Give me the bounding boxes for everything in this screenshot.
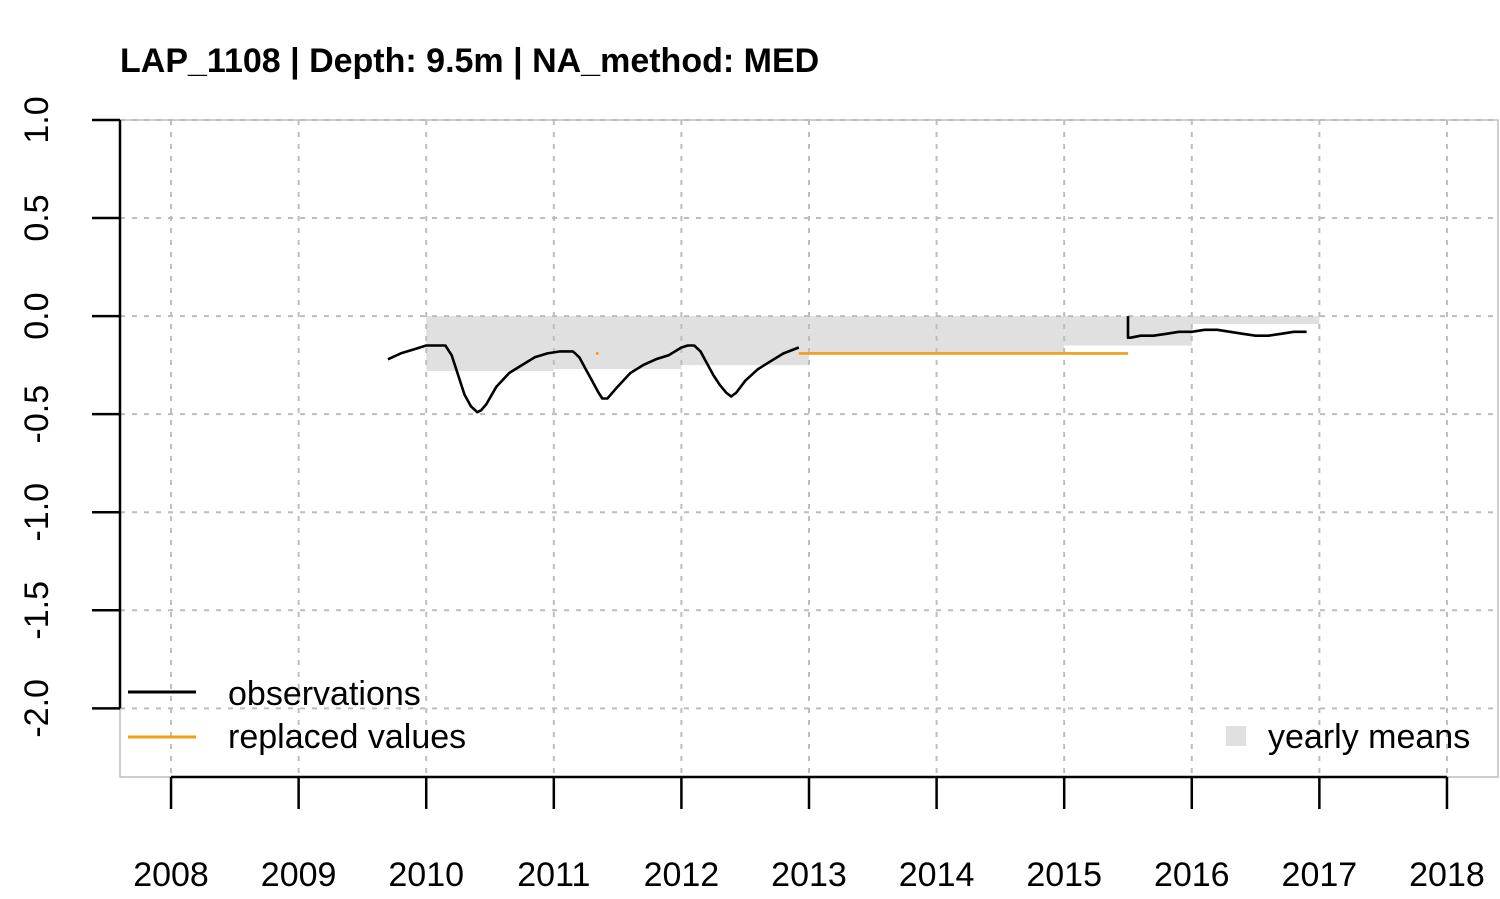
x-tick-label-5: 2013 [771, 856, 847, 894]
chart-title: LAP_1108 | Depth: 9.5m | NA_method: MED [120, 42, 819, 80]
yearly-mean-bar-3 [809, 316, 937, 354]
x-tick-label-1: 2009 [261, 856, 337, 894]
x-tick-label-6: 2014 [899, 856, 975, 894]
grid-layer [120, 119, 1498, 777]
x-tick-label-8: 2016 [1154, 856, 1230, 894]
x-tick-label-2: 2010 [388, 856, 464, 894]
yearly-mean-bar-1 [553, 316, 682, 370]
y-tick-label-1: 0.5 [18, 194, 56, 241]
yearly-mean-bar-4 [936, 316, 1065, 354]
x-tick-label-3: 2011 [517, 856, 590, 894]
x-tick-label-10: 2018 [1409, 856, 1485, 894]
yearly-mean-bar-0 [426, 316, 554, 372]
y-tick-label-2: 0.0 [18, 292, 56, 339]
y-tick-label-5: -1.5 [18, 581, 56, 640]
x-axis: 2008 2009 2010 2011 2012 2013 2014 2015 2016 2017… [133, 775, 1485, 894]
y-tick-label-4: -1.0 [18, 483, 56, 542]
x-tick-label-9: 2017 [1282, 856, 1358, 894]
legend-swatch-yearly-means [1226, 726, 1246, 746]
legend-label-yearly-means: yearly means [1268, 718, 1470, 756]
legend: observations replaced values yearly mean… [128, 675, 1470, 756]
series-observations-segment-0 [387, 344, 800, 414]
y-tick-label-6: -2.0 [18, 679, 56, 738]
x-tick-label-0: 2008 [133, 856, 209, 894]
y-axis: 1.0 0.5 0.0 -0.5 -1.0 -1.5 -2.0 [18, 96, 122, 738]
x-tick-label-7: 2015 [1026, 856, 1102, 894]
series-observations-segment-1 [1126, 316, 1307, 340]
yearly-mean-bar-2 [681, 316, 809, 366]
yearly-mean-bar-6 [1191, 316, 1320, 324]
y-tick-label-0: 1.0 [18, 96, 56, 143]
yearly-means-layer [426, 316, 1320, 372]
legend-label-observations: observations [228, 675, 421, 713]
x-tick-label-4: 2012 [644, 856, 720, 894]
y-tick-label-3: -0.5 [18, 385, 56, 444]
legend-label-replaced-values: replaced values [228, 718, 466, 756]
series-layer [387, 316, 1307, 414]
